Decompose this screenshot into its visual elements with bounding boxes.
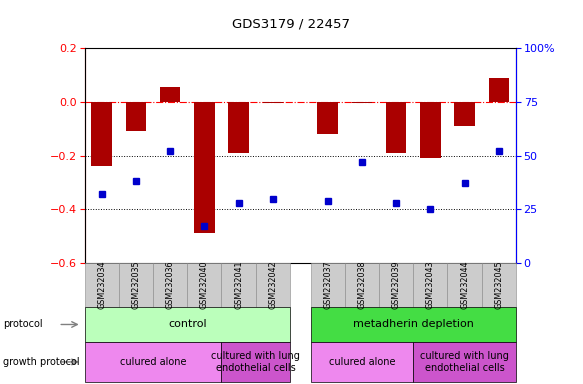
Text: GSM232038: GSM232038 [357,261,366,310]
Bar [229,102,249,153]
Text: GSM232036: GSM232036 [166,261,175,310]
Text: GSM232042: GSM232042 [268,261,278,310]
Text: metadherin depletion: metadherin depletion [353,319,473,329]
Text: GSM232044: GSM232044 [460,261,469,310]
Text: GSM232045: GSM232045 [494,261,503,310]
Text: cultured with lung
endothelial cells: cultured with lung endothelial cells [420,351,509,373]
Bar [489,78,509,102]
Bar [125,102,146,131]
Text: GSM232043: GSM232043 [426,261,435,310]
Text: growth protocol: growth protocol [3,357,79,367]
Bar [194,102,215,233]
Bar [317,102,338,134]
Text: GSM232041: GSM232041 [234,261,243,310]
Text: GSM232039: GSM232039 [392,261,401,310]
Bar [420,102,441,158]
Text: culured alone: culured alone [329,357,395,367]
Text: GSM232037: GSM232037 [323,261,332,310]
Text: GSM232040: GSM232040 [200,261,209,310]
Bar [262,102,283,103]
Bar [454,102,475,126]
Bar [386,102,406,153]
Text: GDS3179 / 22457: GDS3179 / 22457 [233,17,350,30]
Text: culured alone: culured alone [120,357,186,367]
Text: protocol: protocol [3,319,43,329]
Bar [92,102,112,166]
Bar [160,87,180,102]
Text: cultured with lung
endothelial cells: cultured with lung endothelial cells [211,351,300,373]
Bar [352,102,372,103]
Text: control: control [168,319,206,329]
Text: GSM232034: GSM232034 [97,261,106,310]
Text: GSM232035: GSM232035 [131,261,141,310]
